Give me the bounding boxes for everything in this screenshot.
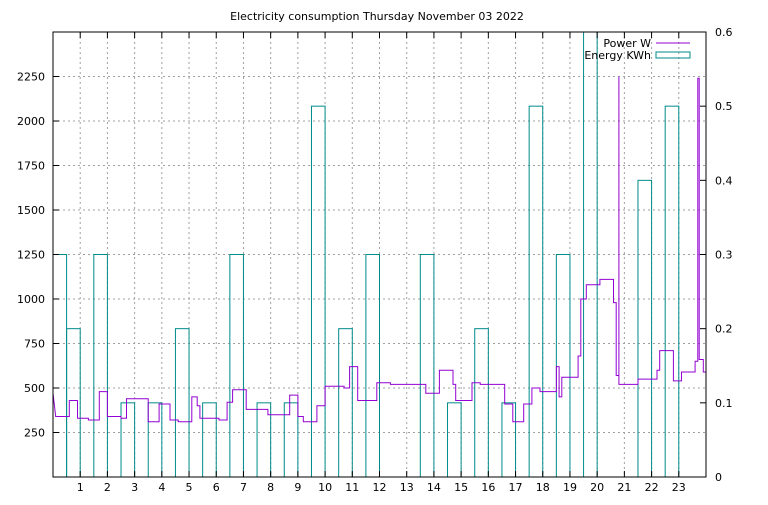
x-tick-label: 3 [131, 481, 138, 494]
y-tick-label: 1250 [17, 249, 45, 262]
power-line [52, 76, 706, 423]
energy-bar [419, 254, 435, 478]
y-tick-label: 1500 [17, 204, 45, 217]
energy-bar [256, 402, 272, 478]
y2-tick-label: 0 [715, 471, 722, 484]
x-tick-label: 11 [345, 481, 359, 494]
y-tick-label: 1000 [17, 293, 45, 306]
y-tick-label: 750 [24, 338, 45, 351]
x-tick-label: 22 [645, 481, 659, 494]
x-tick-label: 4 [158, 481, 165, 494]
energy-bar [283, 402, 299, 478]
x-tick-label: 14 [427, 481, 441, 494]
energy-bar [555, 254, 571, 478]
legend: Power W Energy KWh [584, 37, 691, 62]
x-tick-label: 18 [536, 481, 550, 494]
energy-bar [93, 254, 108, 478]
x-tick-label: 1 [77, 481, 84, 494]
legend-label-power: Power W [603, 37, 651, 50]
x-tick-label: 13 [400, 481, 414, 494]
energy-bar [229, 254, 244, 478]
energy-bar [583, 31, 598, 478]
energy-bar [664, 105, 680, 478]
x-tick-label: 10 [318, 481, 332, 494]
x-tick-label: 9 [294, 481, 301, 494]
y2-tick-label: 0.2 [715, 323, 733, 336]
x-tick-label: 12 [373, 481, 387, 494]
y2-tick-label: 0.4 [715, 174, 733, 187]
energy-bar [365, 254, 381, 478]
x-tick-label: 16 [481, 481, 495, 494]
energy-bar [202, 402, 217, 478]
x-tick-label: 2 [104, 481, 111, 494]
energy-bar [120, 402, 136, 478]
energy-bar [147, 402, 163, 478]
y-tick-label: 500 [24, 382, 45, 395]
energy-bar [66, 328, 81, 478]
y-tick-label: 250 [24, 427, 45, 440]
x-tick-label: 17 [509, 481, 523, 494]
y-tick-label: 2250 [17, 71, 45, 84]
y-tick-label: 2000 [17, 115, 45, 128]
x-tick-label: 21 [617, 481, 631, 494]
x-tick-label: 19 [563, 481, 577, 494]
legend-label-energy: Energy KWh [584, 49, 651, 62]
energy-bar [52, 254, 68, 478]
x-tick-label: 8 [267, 481, 274, 494]
y2-tick-label: 0.1 [715, 397, 733, 410]
x-tick-label: 20 [590, 481, 604, 494]
legend-swatch-energy [655, 51, 691, 59]
y2-tick-label: 0.6 [715, 26, 733, 39]
energy-bar [447, 402, 462, 478]
y2-tick-label: 0.3 [715, 249, 733, 262]
energy-bar [338, 328, 353, 478]
energy-bar [501, 402, 517, 478]
energy-bar [528, 105, 544, 478]
x-tick-label: 23 [672, 481, 686, 494]
energy-bar [174, 328, 190, 478]
x-tick-label: 6 [213, 481, 220, 494]
x-tick-label: 7 [240, 481, 247, 494]
y2-tick-label: 0.5 [715, 100, 733, 113]
x-tick-label: 5 [186, 481, 193, 494]
x-tick-label: 15 [454, 481, 468, 494]
chart-title: Electricity consumption Thursday Novembe… [230, 10, 524, 23]
energy-bar [474, 328, 489, 478]
y-tick-label: 1750 [17, 160, 45, 173]
